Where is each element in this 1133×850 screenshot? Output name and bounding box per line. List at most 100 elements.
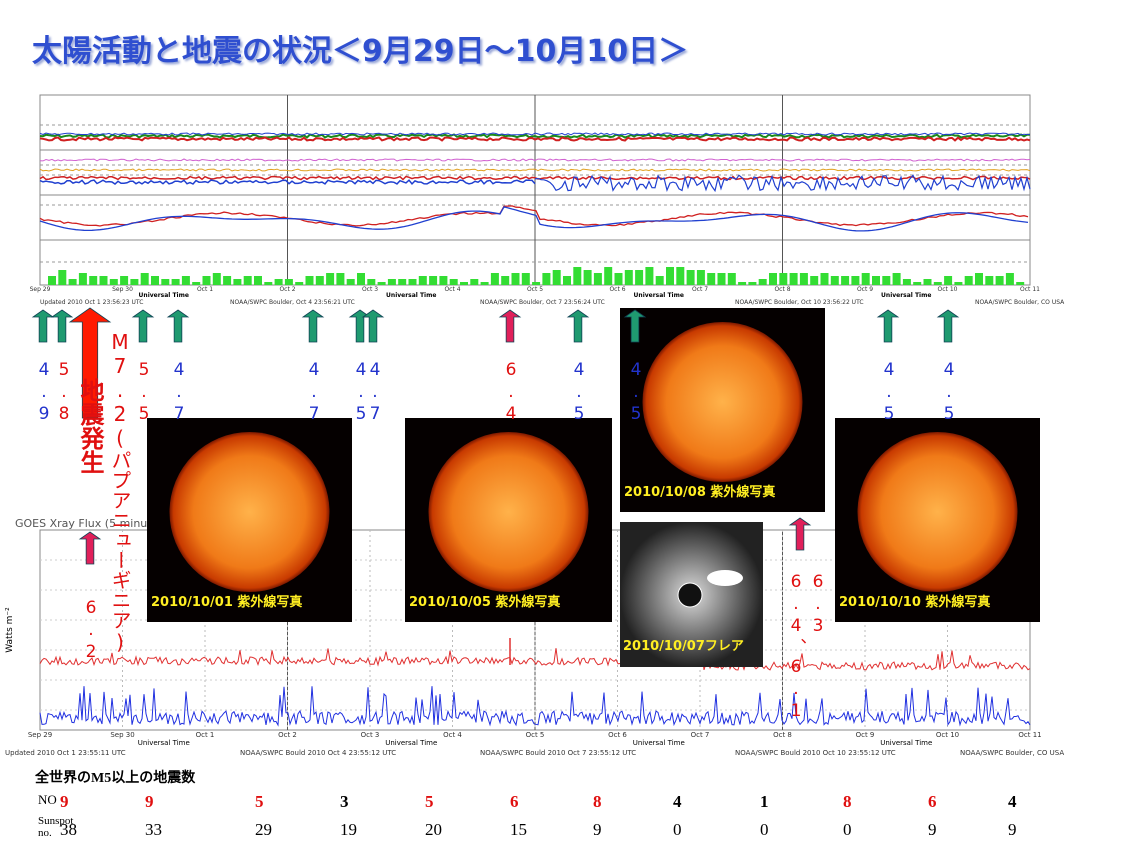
index-bar [58, 270, 67, 285]
event-note: 地震発生 [76, 378, 104, 474]
index-bar [89, 276, 98, 285]
trace [534, 174, 1031, 193]
index-bar [398, 279, 407, 285]
plot-title: GOES Xray Flux (5 minute data) [15, 517, 191, 530]
trace [39, 136, 1031, 142]
index-bar [892, 273, 901, 285]
index-bar [243, 276, 252, 285]
index-bar [521, 273, 530, 285]
cell: 15 [510, 820, 527, 839]
arrow [68, 307, 112, 419]
slide-title: 太陽活動と地震の状況＜9月29日～10月10日＞ [32, 34, 689, 69]
date-label: Oct 4 [444, 286, 460, 293]
footer: Updated 2010 Oct 1 23:55:11 UTC [5, 749, 126, 757]
magnitude: 4.7 [365, 360, 385, 426]
index-bar [192, 282, 201, 285]
index-bar [563, 276, 571, 285]
trace [39, 168, 1031, 172]
xray-long [39, 646, 1031, 671]
axis-label: Universal Time [881, 292, 931, 299]
date-label: Oct 4 [443, 731, 462, 739]
arrow [166, 309, 190, 343]
trace [39, 206, 1029, 232]
index-bar [604, 267, 613, 285]
index-bar [696, 270, 705, 285]
cell: 33 [145, 820, 162, 839]
magnitude: 6.3 [808, 572, 828, 638]
footer: NOAA/SWPC Bould 2010 Oct 10 23:55:12 UTC [735, 749, 896, 757]
index-bar [851, 276, 860, 285]
index-bar [264, 282, 273, 285]
index-bar [326, 273, 335, 285]
arrow [301, 309, 325, 343]
index-bar [130, 279, 139, 285]
index-bar [830, 276, 839, 285]
cell: 4 [673, 792, 682, 811]
cell: 6 [928, 792, 937, 811]
footer: NOAA/SWPC Boulder, CO USA [975, 299, 1065, 306]
xray-short [39, 686, 1031, 727]
index-bar [460, 282, 468, 285]
index-bar [933, 282, 942, 285]
index-bar [532, 282, 541, 285]
index-bar [655, 276, 664, 285]
index-bar [913, 282, 922, 285]
footer: NOAA/SWPC Boulder, CO USA [960, 749, 1064, 757]
index-bar [202, 276, 211, 285]
date-label: Sep 29 [28, 731, 52, 739]
index-bar [377, 282, 386, 285]
footer: NOAA/SWPC Bould 2010 Oct 4 23:55:12 UTC [240, 749, 396, 757]
cell: 5 [255, 792, 264, 811]
date-label: Oct 8 [773, 731, 792, 739]
trace [39, 158, 1031, 162]
index-bar [1005, 273, 1014, 285]
date-label: Oct 7 [692, 286, 708, 293]
arrow [131, 309, 155, 343]
magnitude: 4.5 [351, 360, 371, 426]
index-bar [645, 267, 654, 285]
index-bar [1016, 282, 1025, 285]
cell: 3 [340, 792, 349, 811]
sun-image [642, 322, 803, 482]
cell: 38 [60, 820, 77, 839]
index-bar [120, 276, 129, 285]
date-label: Oct 8 [774, 286, 790, 293]
index-bar [181, 276, 190, 285]
index-bar [274, 279, 283, 285]
date-label: Oct 3 [362, 286, 378, 293]
cell: 19 [340, 820, 357, 839]
trace [39, 205, 1029, 227]
cell: 4 [1008, 792, 1017, 811]
index-bar [284, 279, 293, 285]
index-bar [490, 273, 499, 285]
index-bar [140, 273, 149, 285]
magnitude: 6.4、6.1 [786, 572, 806, 723]
index-bar [109, 279, 118, 285]
index-bar [779, 273, 788, 285]
photo-caption: 2010/10/07フレア [623, 639, 744, 654]
index-bar [151, 276, 159, 285]
index-bar [944, 276, 953, 285]
index-bar [686, 270, 695, 285]
trace [39, 175, 1031, 181]
index-bar [995, 276, 1004, 285]
magnitude: 4.7 [304, 360, 324, 426]
arrow [936, 309, 960, 343]
index-bar [346, 279, 355, 285]
index-bar [707, 273, 716, 285]
date-label: Oct 1 [196, 731, 215, 739]
cell: 6 [510, 792, 519, 811]
axis-label: Universal Time [633, 739, 685, 747]
index-bar [357, 273, 365, 285]
date-label: Oct 3 [361, 731, 380, 739]
cell: 9 [60, 792, 69, 811]
date-label: Oct 9 [857, 286, 873, 293]
index-bar [666, 267, 674, 285]
index-bar [769, 273, 777, 285]
index-bar [727, 273, 736, 285]
index-bar [799, 273, 808, 285]
footer: NOAA/SWPC Boulder, Oct 4 23:56:21 UTC [230, 299, 355, 306]
index-bar [449, 279, 458, 285]
trace [39, 178, 536, 186]
